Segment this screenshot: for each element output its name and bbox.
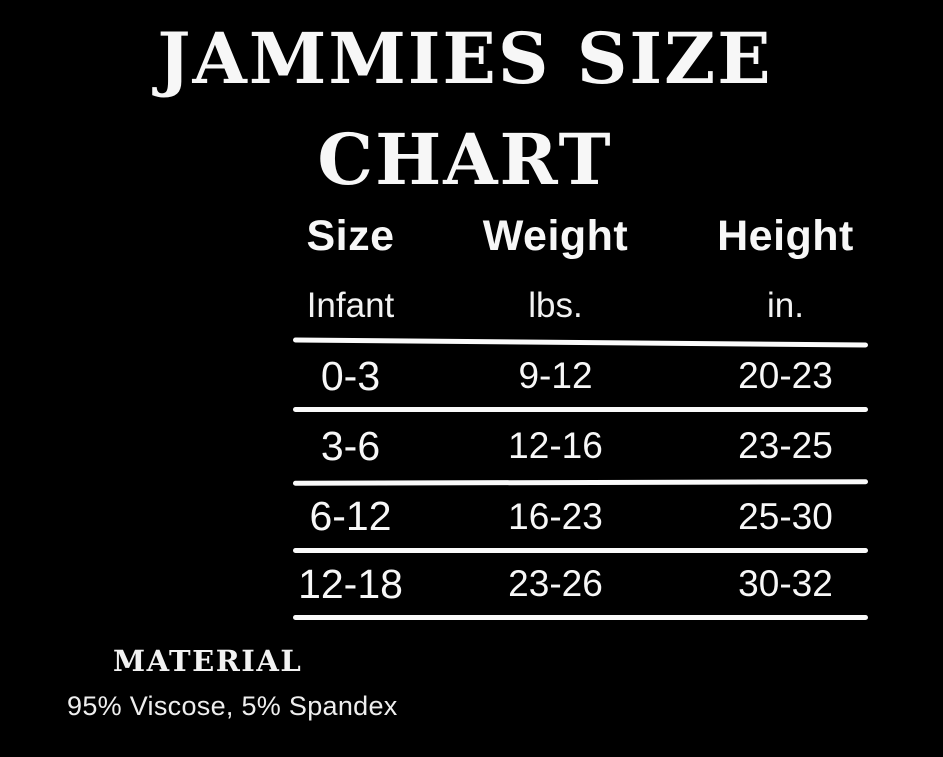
page-title: JAMMIES SIZE CHART	[0, 8, 930, 210]
table-subheader-row: Infant lbs. in.	[293, 272, 868, 340]
cell-size: 0-3	[320, 352, 381, 399]
subheader-lbs: lbs.	[528, 286, 583, 325]
subheader-in: in.	[767, 286, 804, 325]
table-rule	[293, 548, 868, 553]
table-row: 6-12 16-23 25-30	[293, 485, 868, 548]
cell-weight: 16-23	[508, 495, 603, 537]
cell-height: 23-25	[738, 425, 833, 466]
cell-weight: 12-16	[508, 425, 603, 466]
table-row: 3-6 12-16 23-25	[293, 412, 868, 480]
title-line-1: JAMMIES SIZE	[157, 17, 773, 100]
cell-size: 3-6	[320, 422, 381, 469]
cell-size: 6-12	[309, 493, 392, 539]
table-row: 12-18 23-26 30-32	[293, 553, 868, 615]
column-header-height: Height	[717, 212, 854, 260]
table-row: 0-3 9-12 20-23	[293, 345, 868, 407]
title-line-2: CHART	[317, 118, 613, 201]
table-rule	[293, 407, 868, 412]
material-heading: MATERIAL	[113, 644, 303, 678]
table-rule	[293, 615, 868, 620]
cell-height: 25-30	[738, 495, 833, 537]
cell-size: 12-18	[298, 560, 403, 607]
cell-height: 20-23	[738, 355, 833, 396]
cell-weight: 23-26	[508, 563, 603, 604]
cell-weight: 9-12	[518, 355, 593, 396]
column-header-size: Size	[306, 212, 395, 260]
column-header-weight: Weight	[482, 212, 629, 260]
subheader-infant: Infant	[306, 286, 395, 325]
size-chart-table: Size Weight Height Infant lbs. in. 0-3 9…	[292, 208, 869, 620]
cell-height: 30-32	[738, 563, 833, 604]
table-header-row: Size Weight Height	[293, 208, 868, 272]
material-value: 95% Viscose, 5% Spandex	[67, 691, 398, 721]
